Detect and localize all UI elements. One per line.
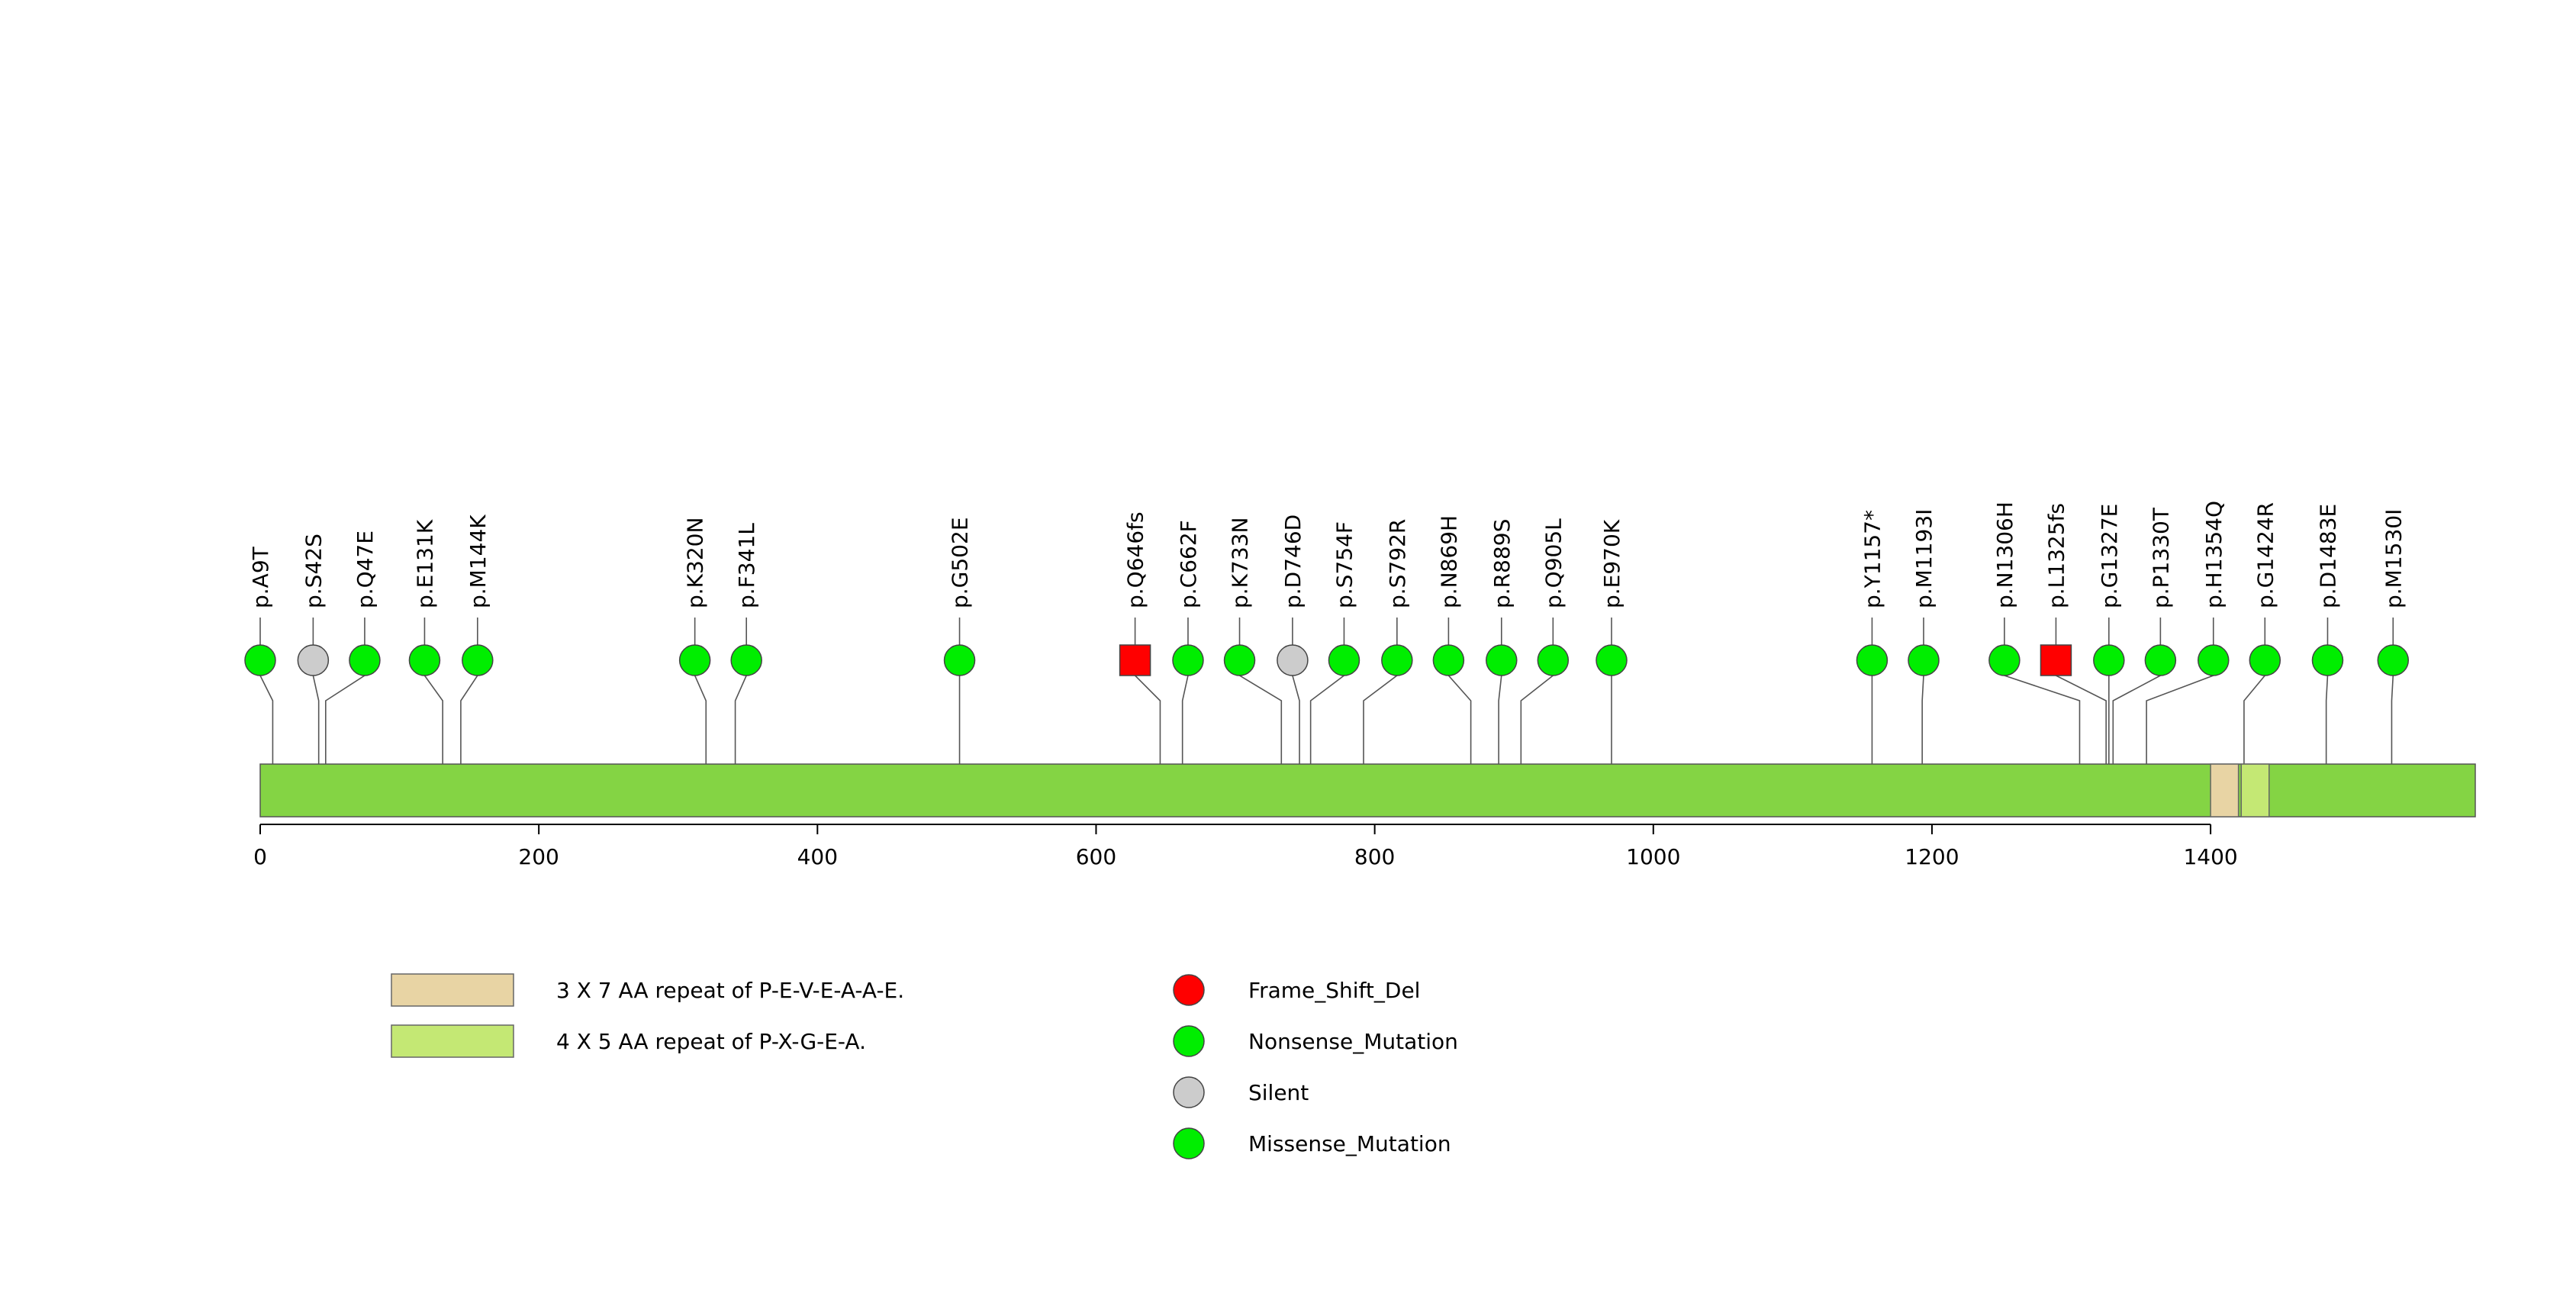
mutation-marker-6 <box>678 644 711 676</box>
mutation-labels: p.A9T p.S42S p.Q47E p.E131K p.M144K p.K320N p.… <box>248 501 2406 608</box>
mutation-label-10: p.C662F <box>1176 520 1201 608</box>
mutation-marker-28 <box>2377 644 2410 676</box>
mutation-marker-4 <box>408 644 441 676</box>
mutation-label-27: p.D1483E <box>2315 504 2340 608</box>
mutation-label-4: p.E131K <box>412 519 437 608</box>
legend-domain-label-2: 4 X 5 AA repeat of P-X-G-E-A. <box>556 1029 866 1054</box>
mutation-marker-18 <box>1596 644 1628 676</box>
mutation-label-28: p.M1530I <box>2381 509 2406 608</box>
legend-type-label-2: Nonsense_Mutation <box>1248 1029 1458 1054</box>
x-tick-label-1400: 1400 <box>2183 844 2237 869</box>
mutation-label-11: p.K733N <box>1228 518 1253 608</box>
mutation-marker-9 <box>1119 644 1151 676</box>
mutation-marker-15 <box>1432 644 1465 676</box>
mutation-marker-27 <box>2311 644 2344 676</box>
mutation-marker-2 <box>297 644 330 676</box>
mutation-label-25: p.H1354Q <box>2201 501 2227 608</box>
mutation-marker-16 <box>1486 644 1518 676</box>
legend-type-label-4: Missense_Mutation <box>1248 1131 1451 1156</box>
mutation-marker-24 <box>2144 644 2177 676</box>
legend-domain-swatch-2 <box>391 1024 514 1058</box>
mutation-marker-1 <box>244 644 276 676</box>
mutation-label-19: p.Y1157* <box>1860 510 1885 608</box>
mutation-label-22: p.L1325fs <box>2043 503 2069 608</box>
mutation-marker-7 <box>730 644 762 676</box>
mutation-label-8: p.G502E <box>948 517 973 608</box>
legend-type-marker-2 <box>1173 1025 1205 1057</box>
mutation-label-14: p.S792R <box>1385 519 1410 608</box>
mutation-marker-22 <box>2040 644 2072 676</box>
mutation-connectors <box>259 618 2394 817</box>
mutation-label-6: p.K320N <box>683 518 708 608</box>
domain-track <box>2210 763 2270 818</box>
mutation-marker-13 <box>1328 644 1360 676</box>
mutation-label-18: p.E970K <box>1599 519 1624 608</box>
x-tick-label-1000: 1000 <box>1626 844 1680 869</box>
mutation-label-21: p.N1306H <box>1992 501 2017 608</box>
protein-track <box>259 763 2476 818</box>
x-tick-label-400: 400 <box>797 844 838 869</box>
mutation-marker-12 <box>1277 644 1309 676</box>
mutation-marker-3 <box>349 644 381 676</box>
mutation-label-20: p.M1193I <box>1911 509 1937 608</box>
x-tick-label-1200: 1200 <box>1905 844 1959 869</box>
mutation-marker-17 <box>1537 644 1570 676</box>
mutation-markers <box>244 644 2410 676</box>
x-tick-label-0: 0 <box>253 844 267 869</box>
mutation-marker-26 <box>2249 644 2281 676</box>
x-axis: 0 200 400 600 800 1000 1200 1400 <box>253 824 2238 869</box>
legend-domain-label-1: 3 X 7 AA repeat of P-E-V-E-A-A-E. <box>556 978 904 1003</box>
legend: 3 X 7 AA repeat of P-E-V-E-A-A-E. 4 X 5 A… <box>391 973 1458 1159</box>
legend-type-label-1: Frame_Shift_Del <box>1248 978 1420 1003</box>
mutation-marker-21 <box>1988 644 2021 676</box>
mutation-marker-5 <box>462 644 494 676</box>
mutation-label-26: p.G1424R <box>2252 502 2278 608</box>
mutation-label-5: p.M144K <box>465 514 491 608</box>
mutation-label-3: p.Q47E <box>353 531 378 608</box>
x-tick-label-600: 600 <box>1076 844 1116 869</box>
legend-domain-swatch-1 <box>391 973 514 1007</box>
mutation-label-23: p.G1327E <box>2097 504 2122 608</box>
mutation-label-9: p.Q646fs <box>1123 511 1148 608</box>
legend-type-marker-3 <box>1173 1076 1205 1108</box>
mutation-label-13: p.S754F <box>1331 521 1357 608</box>
mutation-label-12: p.D746D <box>1280 514 1306 608</box>
legend-type-label-3: Silent <box>1248 1080 1309 1105</box>
domain-1 <box>2210 763 2240 818</box>
mutation-marker-25 <box>2198 644 2230 676</box>
legend-type-marker-1 <box>1173 974 1205 1006</box>
mutation-label-24: p.P1330T <box>2148 507 2173 608</box>
mutation-marker-8 <box>943 644 976 676</box>
x-tick-label-800: 800 <box>1354 844 1395 869</box>
mutation-marker-10 <box>1172 644 1204 676</box>
x-tick-label-200: 200 <box>518 844 559 869</box>
protein-bar <box>259 763 2476 818</box>
mutation-marker-23 <box>2093 644 2125 676</box>
mutation-marker-20 <box>1908 644 1940 676</box>
mutation-label-16: p.R889S <box>1489 519 1515 608</box>
mutation-label-17: p.Q905L <box>1541 518 1566 608</box>
mutation-label-2: p.S42S <box>301 534 326 608</box>
legend-type-marker-4 <box>1173 1127 1205 1159</box>
mutation-label-15: p.N869H <box>1436 515 1461 608</box>
mutation-marker-11 <box>1223 644 1256 676</box>
mutation-marker-14 <box>1381 644 1413 676</box>
mutation-marker-19 <box>1856 644 1889 676</box>
mutation-label-7: p.F341L <box>734 523 759 608</box>
domain-2 <box>2240 763 2270 818</box>
mutation-label-1: p.A9T <box>248 546 273 608</box>
